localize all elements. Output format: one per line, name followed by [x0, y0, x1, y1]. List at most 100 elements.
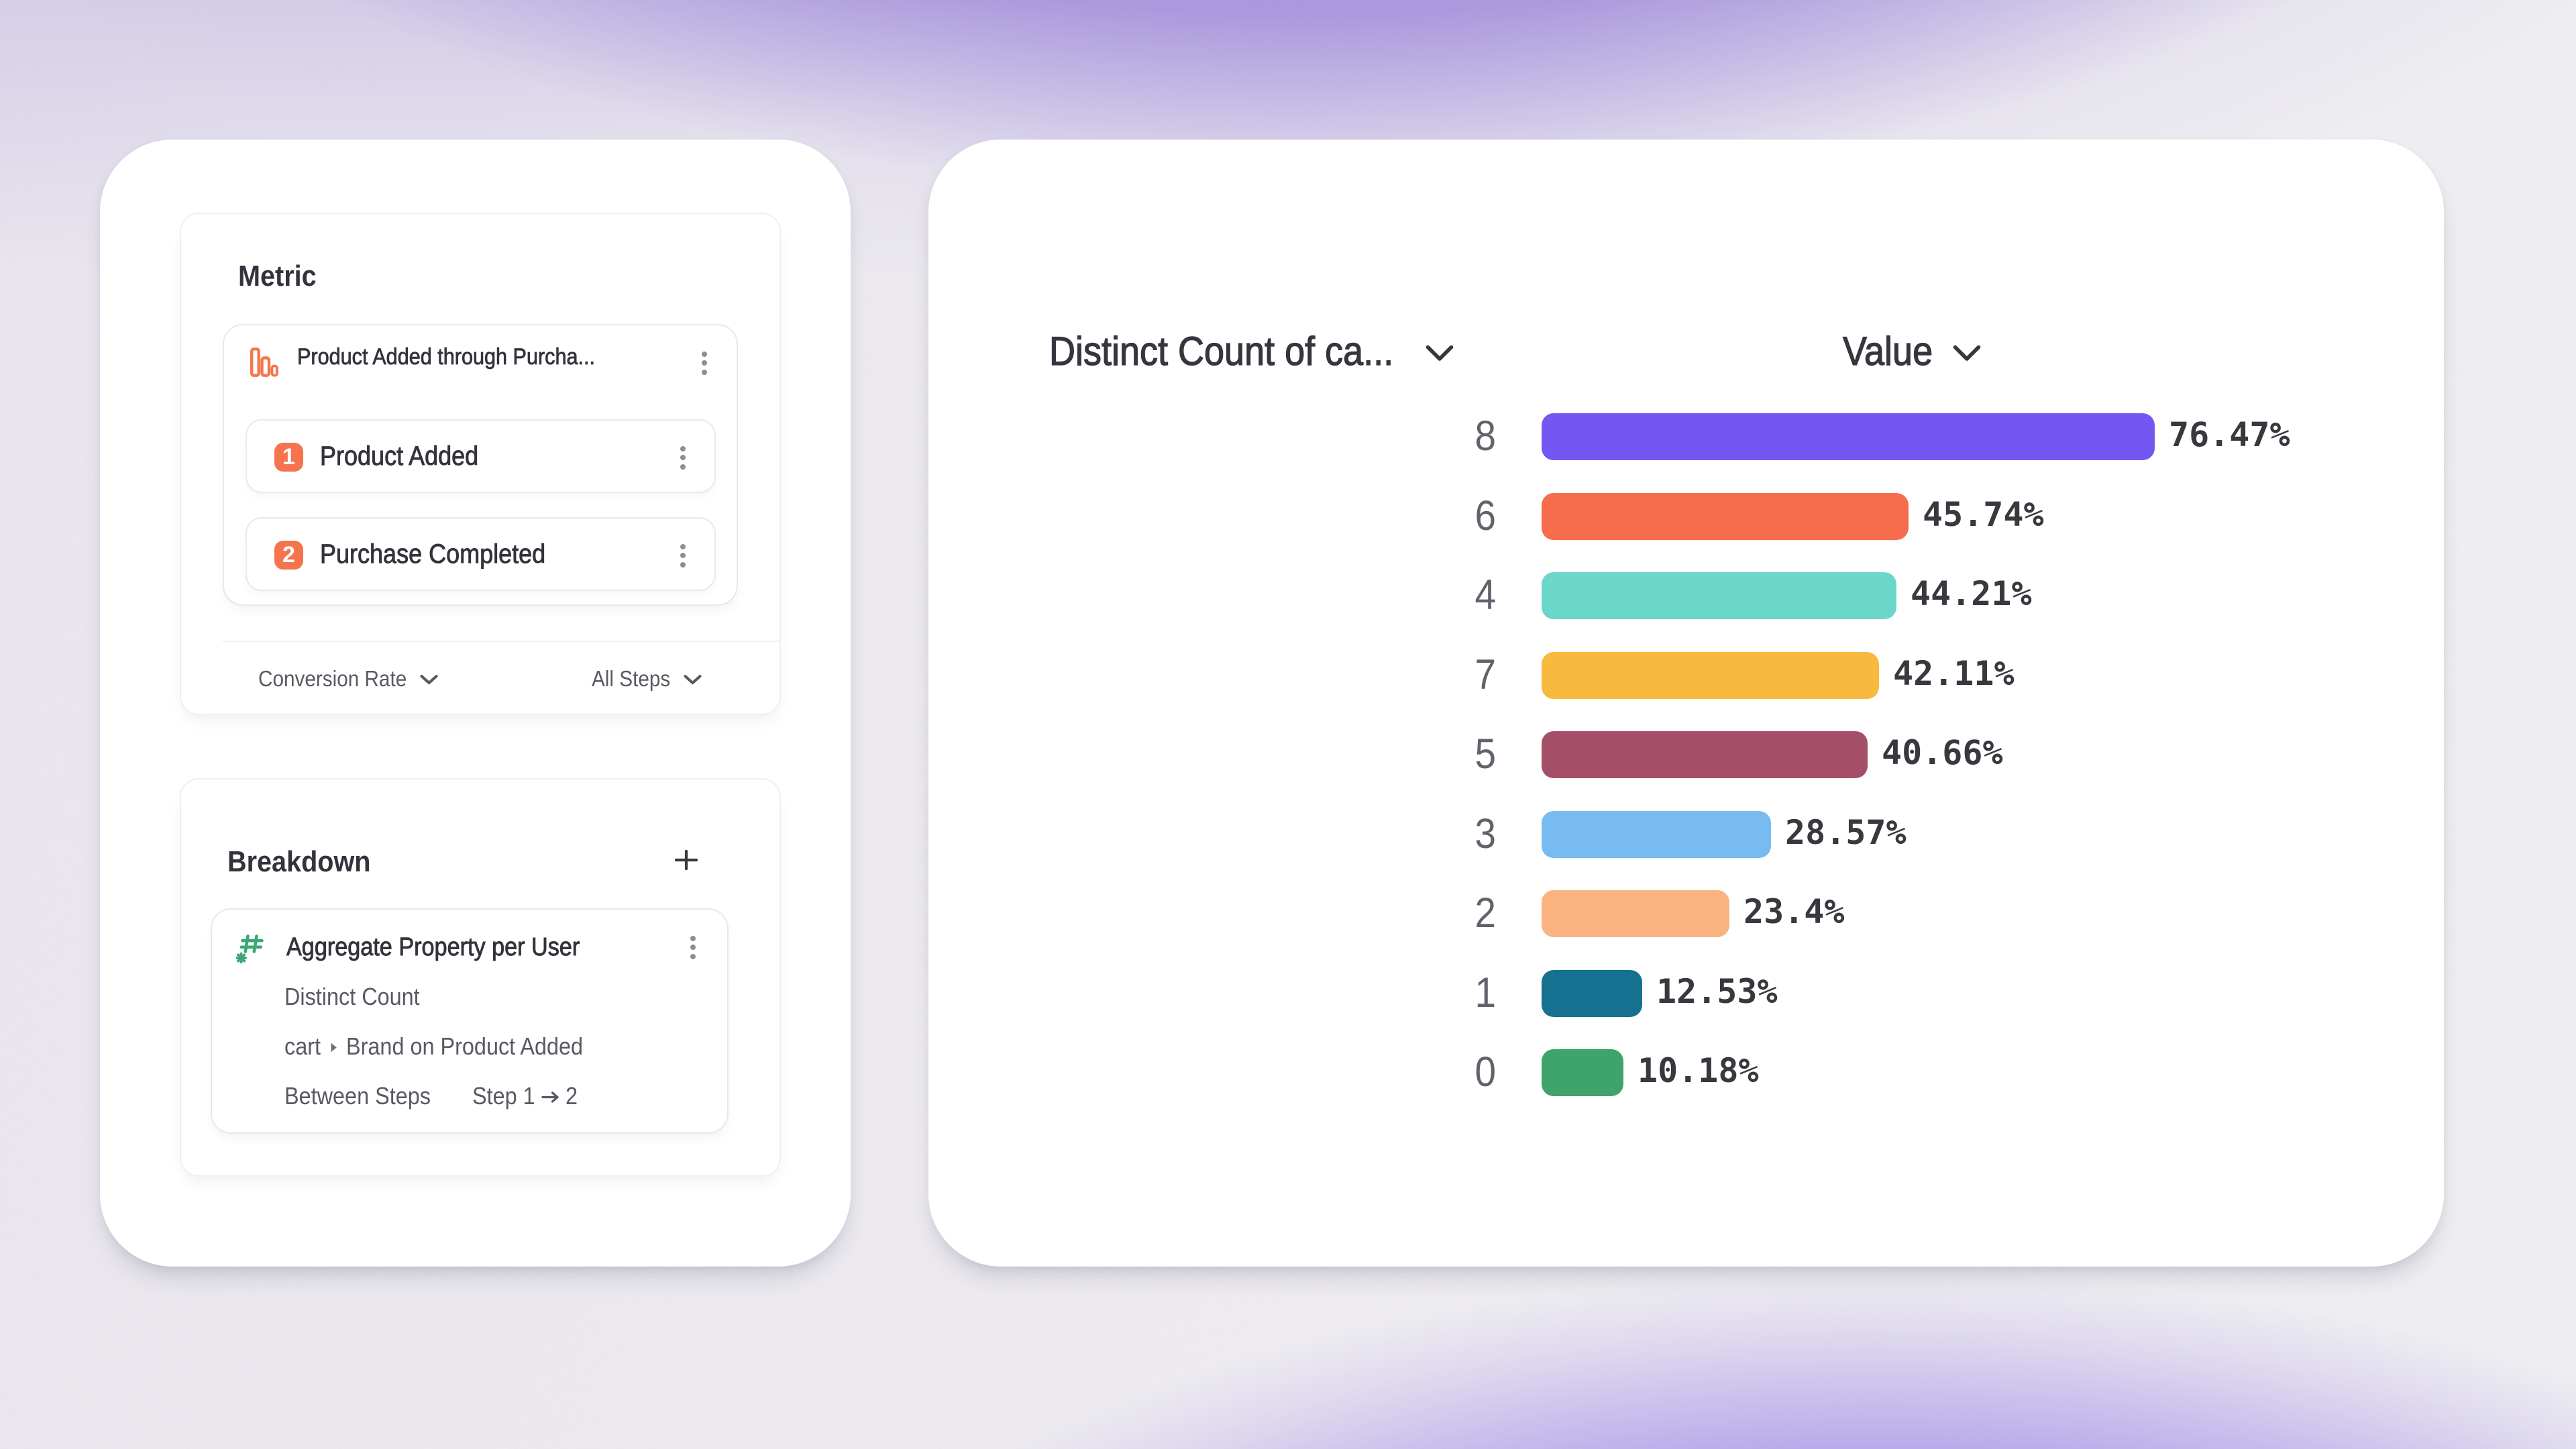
kebab-dot — [680, 464, 686, 470]
bar-5[interactable] — [1542, 731, 1868, 778]
all-steps-label: All Steps — [592, 666, 670, 692]
bar-category-label: 0 — [1409, 1051, 1496, 1093]
bar-8[interactable] — [1542, 413, 2155, 460]
step-1-event-label-text: Product Added — [320, 441, 479, 471]
bar-category-label-text: 2 — [1474, 890, 1496, 936]
category-column-header-text: Distinct Count of ca... — [1049, 328, 1394, 374]
bar-category-label: 5 — [1409, 733, 1496, 775]
bar-value-label: 10.18% — [1638, 1051, 1759, 1090]
add-breakdown-plus-icon[interactable] — [674, 849, 698, 871]
breakdown-property-kebab-menu[interactable] — [672, 920, 714, 974]
step-1-kebab-menu[interactable] — [661, 431, 704, 484]
step-range-to: 2 — [565, 1082, 578, 1110]
breakdown-aggregation-type: Distinct Count — [284, 985, 420, 1009]
bar-category-label: 7 — [1409, 651, 1496, 698]
metric-section-title-text: Metric — [238, 260, 317, 292]
hash-aggregate-icon — [235, 932, 267, 967]
bar-category-label-text: 1 — [1474, 969, 1496, 1016]
kebab-dot — [690, 945, 696, 950]
add-breakdown-plus-icon-svg — [674, 849, 698, 871]
bar-category-label-text: 0 — [1474, 1049, 1496, 1095]
bar-category-label-text: 6 — [1474, 492, 1496, 539]
step-2-kebab-menu[interactable] — [661, 529, 704, 582]
value-column-header-control[interactable]: Value — [1842, 323, 1981, 379]
metric-footer-divider — [223, 641, 780, 642]
step-2-event-label: Purchase Completed — [320, 539, 546, 569]
bar-category-label: 3 — [1409, 812, 1496, 855]
bar-value-label: 40.66% — [1882, 733, 2003, 772]
funnel-metric-title[interactable]: Product Added through Purcha... — [297, 344, 596, 370]
kebab-dot — [690, 935, 696, 941]
bar-3[interactable] — [1542, 810, 1771, 858]
step-1-number-badge: 1 — [274, 443, 303, 472]
breakdown-property-box[interactable]: Aggregate Property per User Distinct Cou… — [211, 908, 729, 1134]
funnel-bars-icon-svg — [250, 347, 278, 377]
bar-4[interactable] — [1542, 572, 1896, 619]
bar-value-label: 45.74% — [1923, 494, 2044, 534]
breakdown-section: Breakdown Aggregate Property per User Di… — [180, 778, 781, 1177]
chart-panel: Distinct Count of ca... Value 8 76.47% 6 45… — [928, 140, 2444, 1267]
kebab-dot — [680, 455, 686, 460]
bar-value-label: 23.4% — [1743, 892, 1845, 931]
property-name: Brand on Product Added — [346, 1032, 584, 1060]
kebab-dot — [680, 543, 686, 549]
breakdown-between-steps: Between Steps Step 1 2 — [284, 1084, 578, 1108]
step-2-event-label-text: Purchase Completed — [320, 539, 546, 569]
bar-7[interactable] — [1542, 651, 1879, 699]
funnel-bars-icon — [250, 347, 278, 380]
all-steps-dropdown[interactable]: All Steps — [592, 660, 702, 698]
step-range-from: Step 1 — [472, 1082, 535, 1110]
bar-value-label: 12.53% — [1656, 971, 1778, 1011]
kebab-dot — [702, 360, 707, 366]
value-column-header-text: Value — [1842, 328, 1933, 374]
between-steps-label: Between Steps — [284, 1082, 431, 1110]
breakdown-property-path: cart Brand on Product Added — [284, 1034, 583, 1059]
metric-section-title: Metric — [238, 262, 317, 291]
all-steps-chevron-down-icon — [684, 674, 702, 688]
step-1-event-label: Product Added — [320, 441, 479, 471]
breakdown-section-title: Breakdown — [227, 847, 370, 877]
caret-right-icon — [331, 1042, 337, 1053]
value-column-chevron-down-icon — [1953, 345, 1981, 365]
category-column-header: Distinct Count of ca... — [1049, 328, 1393, 374]
conversion-rate-dropdown[interactable]: Conversion Rate — [258, 660, 438, 698]
funnel-step-row-1[interactable]: 1 Product Added — [246, 419, 716, 493]
breakdown-aggregation-type-text: Distinct Count — [284, 983, 420, 1010]
bar-category-label: 1 — [1409, 969, 1496, 1016]
conversion-rate-label: Conversion Rate — [258, 666, 407, 692]
metric-section: Metric Product Added through Purcha... 1… — [180, 213, 781, 715]
funnel-metric-title-text: Product Added through Purcha... — [297, 344, 596, 370]
arrow-right-icon — [541, 1091, 559, 1103]
bar-category-label-text: 7 — [1474, 651, 1496, 698]
category-column-header-control[interactable]: Distinct Count of ca... — [1049, 323, 1454, 379]
funnel-step-row-2[interactable]: 2 Purchase Completed — [246, 517, 716, 591]
bar-category-label-text: 5 — [1474, 731, 1496, 777]
value-column-header: Value — [1842, 328, 1933, 374]
kebab-dot — [690, 953, 696, 959]
bar-category-label: 8 — [1409, 415, 1496, 458]
bar-6[interactable] — [1542, 492, 1909, 540]
breakdown-section-title-text: Breakdown — [227, 845, 371, 878]
bar-0[interactable] — [1542, 1049, 1623, 1096]
breakdown-property-title: Aggregate Property per User — [286, 934, 580, 961]
bar-category-label-text: 8 — [1474, 413, 1496, 460]
bar-value-label: 42.11% — [1893, 653, 2015, 693]
category-column-chevron-down-icon-svg — [1426, 345, 1454, 361]
funnel-metric-box: Product Added through Purcha... 1 Produc… — [223, 324, 738, 606]
kebab-dot — [680, 561, 686, 568]
bar-value-label: 28.57% — [1785, 812, 1907, 852]
bar-1[interactable] — [1542, 969, 1642, 1017]
bar-category-label: 4 — [1409, 574, 1496, 616]
bar-value-label: 76.47% — [2169, 415, 2290, 454]
conversion-rate-label-text: Conversion Rate — [258, 666, 407, 691]
category-column-chevron-down-icon — [1426, 345, 1454, 365]
kebab-dot — [680, 553, 686, 558]
bar-category-label-text: 4 — [1474, 572, 1496, 619]
property-prefix: cart — [284, 1032, 321, 1060]
bar-category-label: 6 — [1409, 492, 1496, 539]
query-panel: Metric Product Added through Purcha... 1… — [100, 140, 851, 1267]
kebab-dot — [702, 351, 707, 357]
bar-2[interactable] — [1542, 890, 1729, 937]
all-steps-chevron-down-icon-svg — [684, 674, 702, 685]
funnel-metric-kebab-menu[interactable] — [683, 336, 726, 390]
